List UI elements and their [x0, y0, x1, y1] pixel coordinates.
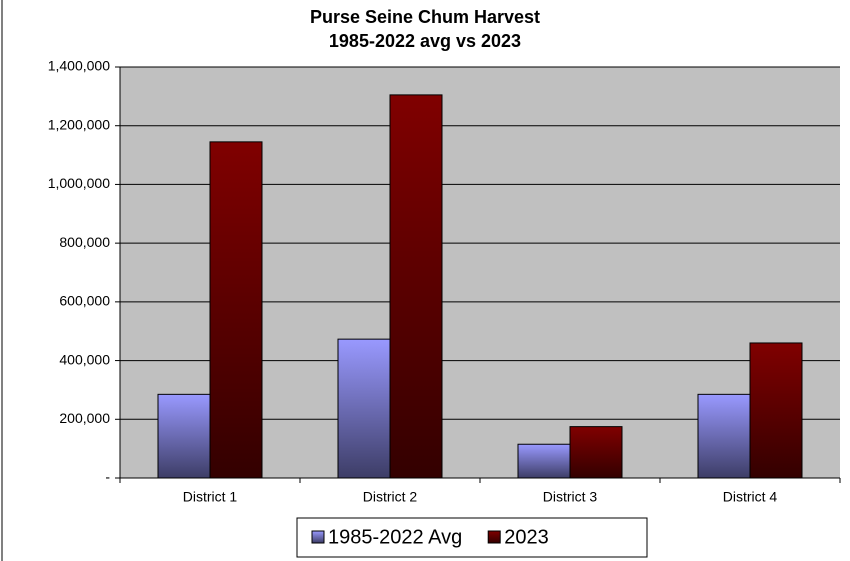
- legend-box: [296, 517, 648, 558]
- y-tick-label: 800,000: [59, 234, 110, 250]
- legend-swatch: [487, 530, 501, 544]
- chart-subtitle: 1985-2022 avg vs 2023: [329, 31, 521, 51]
- y-tick-label: 600,000: [59, 293, 110, 309]
- y-tick-label: -: [105, 469, 110, 485]
- y-tick-label: 1,200,000: [48, 116, 110, 132]
- bar: [157, 393, 211, 479]
- x-tick-label: District 3: [543, 489, 598, 505]
- legend-label: 1985-2022 Avg: [328, 526, 462, 548]
- legend-swatch: [311, 530, 325, 544]
- bar: [389, 94, 443, 479]
- bar: [697, 393, 751, 479]
- chart-title: Purse Seine Chum Harvest: [310, 7, 540, 27]
- y-tick-label: 200,000: [59, 410, 110, 426]
- x-tick-label: District 1: [183, 489, 238, 505]
- bar: [749, 342, 803, 479]
- y-tick-label: 1,000,000: [48, 175, 110, 191]
- bar: [209, 141, 263, 479]
- bar: [517, 443, 571, 479]
- x-tick-label: District 2: [363, 489, 418, 505]
- legend-label: 2023: [504, 526, 549, 548]
- y-tick-label: 400,000: [59, 351, 110, 367]
- bar: [337, 338, 391, 479]
- y-tick-label: 1,400,000: [48, 58, 110, 74]
- x-tick-label: District 4: [723, 489, 778, 505]
- bar: [569, 426, 623, 479]
